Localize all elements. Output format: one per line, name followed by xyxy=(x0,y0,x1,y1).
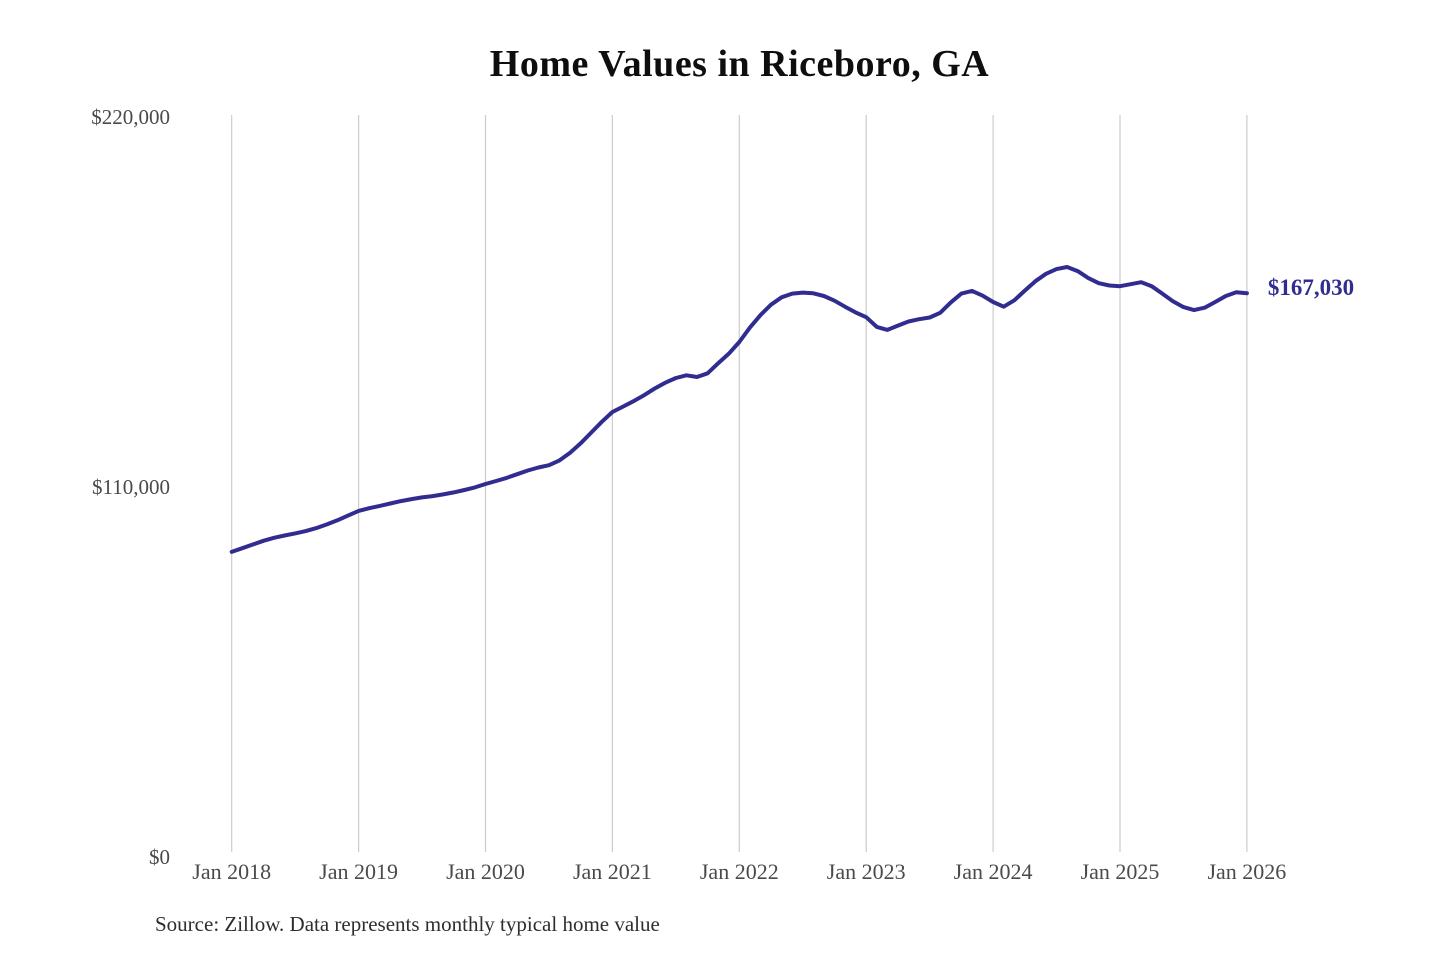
y-tick-label: $220,000 xyxy=(91,105,170,129)
y-tick-label: $110,000 xyxy=(92,475,170,499)
home-value-line xyxy=(229,265,1249,554)
source-note: Source: Zillow. Data represents monthly … xyxy=(155,912,660,936)
x-tick-label: Jan 2020 xyxy=(446,859,525,884)
x-tick-label: Jan 2024 xyxy=(953,859,1033,884)
chart-title: Home Values in Riceboro, GA xyxy=(489,43,990,85)
x-tick-label: Jan 2025 xyxy=(1080,859,1160,884)
x-tick-label: Jan 2018 xyxy=(192,859,272,884)
x-tick-label: Jan 2019 xyxy=(319,859,398,884)
x-tick-label: Jan 2021 xyxy=(572,859,652,884)
latest-value-label: $167,030 xyxy=(1267,275,1355,301)
y-tick-label: $0 xyxy=(149,845,170,869)
x-tick-label: Jan 2022 xyxy=(699,859,779,884)
x-tick-label: Jan 2023 xyxy=(826,859,906,884)
x-tick-label: Jan 2026 xyxy=(1207,859,1287,884)
